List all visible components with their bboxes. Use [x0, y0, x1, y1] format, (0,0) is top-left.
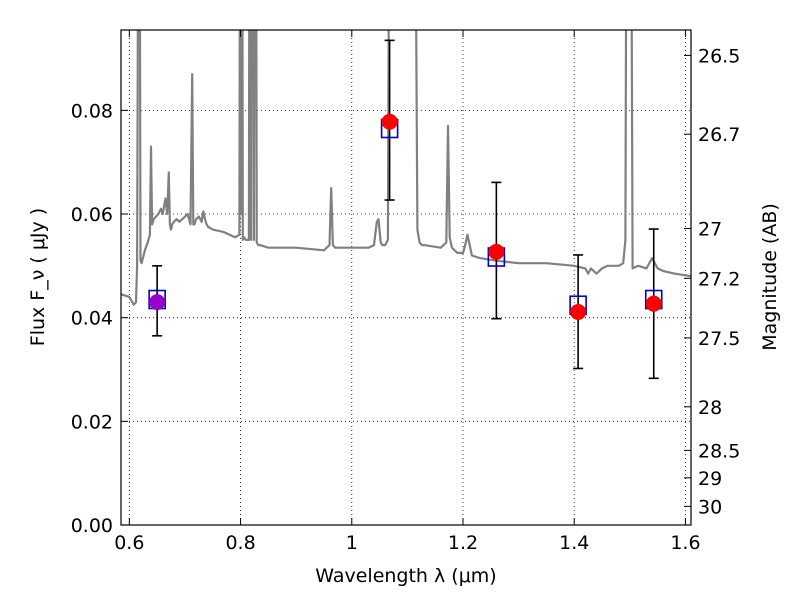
- x-tick-label: 1.2: [448, 532, 478, 554]
- y2-tick-label: 27: [698, 219, 722, 241]
- y-tick-label: 0.04: [71, 308, 113, 330]
- x-tick-label: 1.6: [670, 532, 700, 554]
- y2-tick-label: 27.5: [698, 328, 740, 350]
- photometry-points: [148, 39, 663, 380]
- y2-axis-title: Magnitude (AB): [759, 203, 781, 351]
- measured-flux-point: [570, 303, 587, 320]
- x-tick-label: 1.4: [559, 532, 589, 554]
- y2-tick-label: 30: [698, 496, 722, 518]
- x-tick-label: 1: [346, 532, 358, 554]
- y2-tick-label: 26.5: [698, 45, 740, 67]
- x-axis-title: Wavelength λ (μm): [315, 565, 496, 587]
- y2-tick-label: 29: [698, 468, 722, 490]
- y-axis-title: Flux F_ν ( μJy ): [27, 208, 49, 346]
- measured-flux-point: [645, 295, 662, 312]
- y2-tick-label: 28: [698, 397, 722, 419]
- y-tick-label: 0.06: [71, 204, 113, 226]
- measured-flux-point: [149, 294, 166, 311]
- grid-lines: [121, 30, 691, 526]
- y2-tick-label: 28.5: [698, 440, 740, 462]
- x-tick-label: 0.6: [114, 532, 144, 554]
- y2-tick-label: 27.2: [698, 268, 740, 290]
- y-tick-label: 0.08: [71, 100, 113, 122]
- y-tick-label: 0.00: [71, 515, 113, 537]
- x-tick-label: 0.8: [225, 532, 255, 554]
- plot-frame: [120, 29, 692, 526]
- measured-flux-point: [381, 113, 398, 130]
- y2-tick-label: 26.7: [698, 124, 740, 146]
- model-spectrum-line: [121, 30, 691, 306]
- measured-flux-point: [488, 243, 505, 260]
- y-tick-label: 0.02: [71, 411, 113, 433]
- axis-ticks: 0.6 0.8 1 1.2 1.4 1.6 0.00 0.02 0.04 0.06 0.08 26.5…: [71, 30, 740, 554]
